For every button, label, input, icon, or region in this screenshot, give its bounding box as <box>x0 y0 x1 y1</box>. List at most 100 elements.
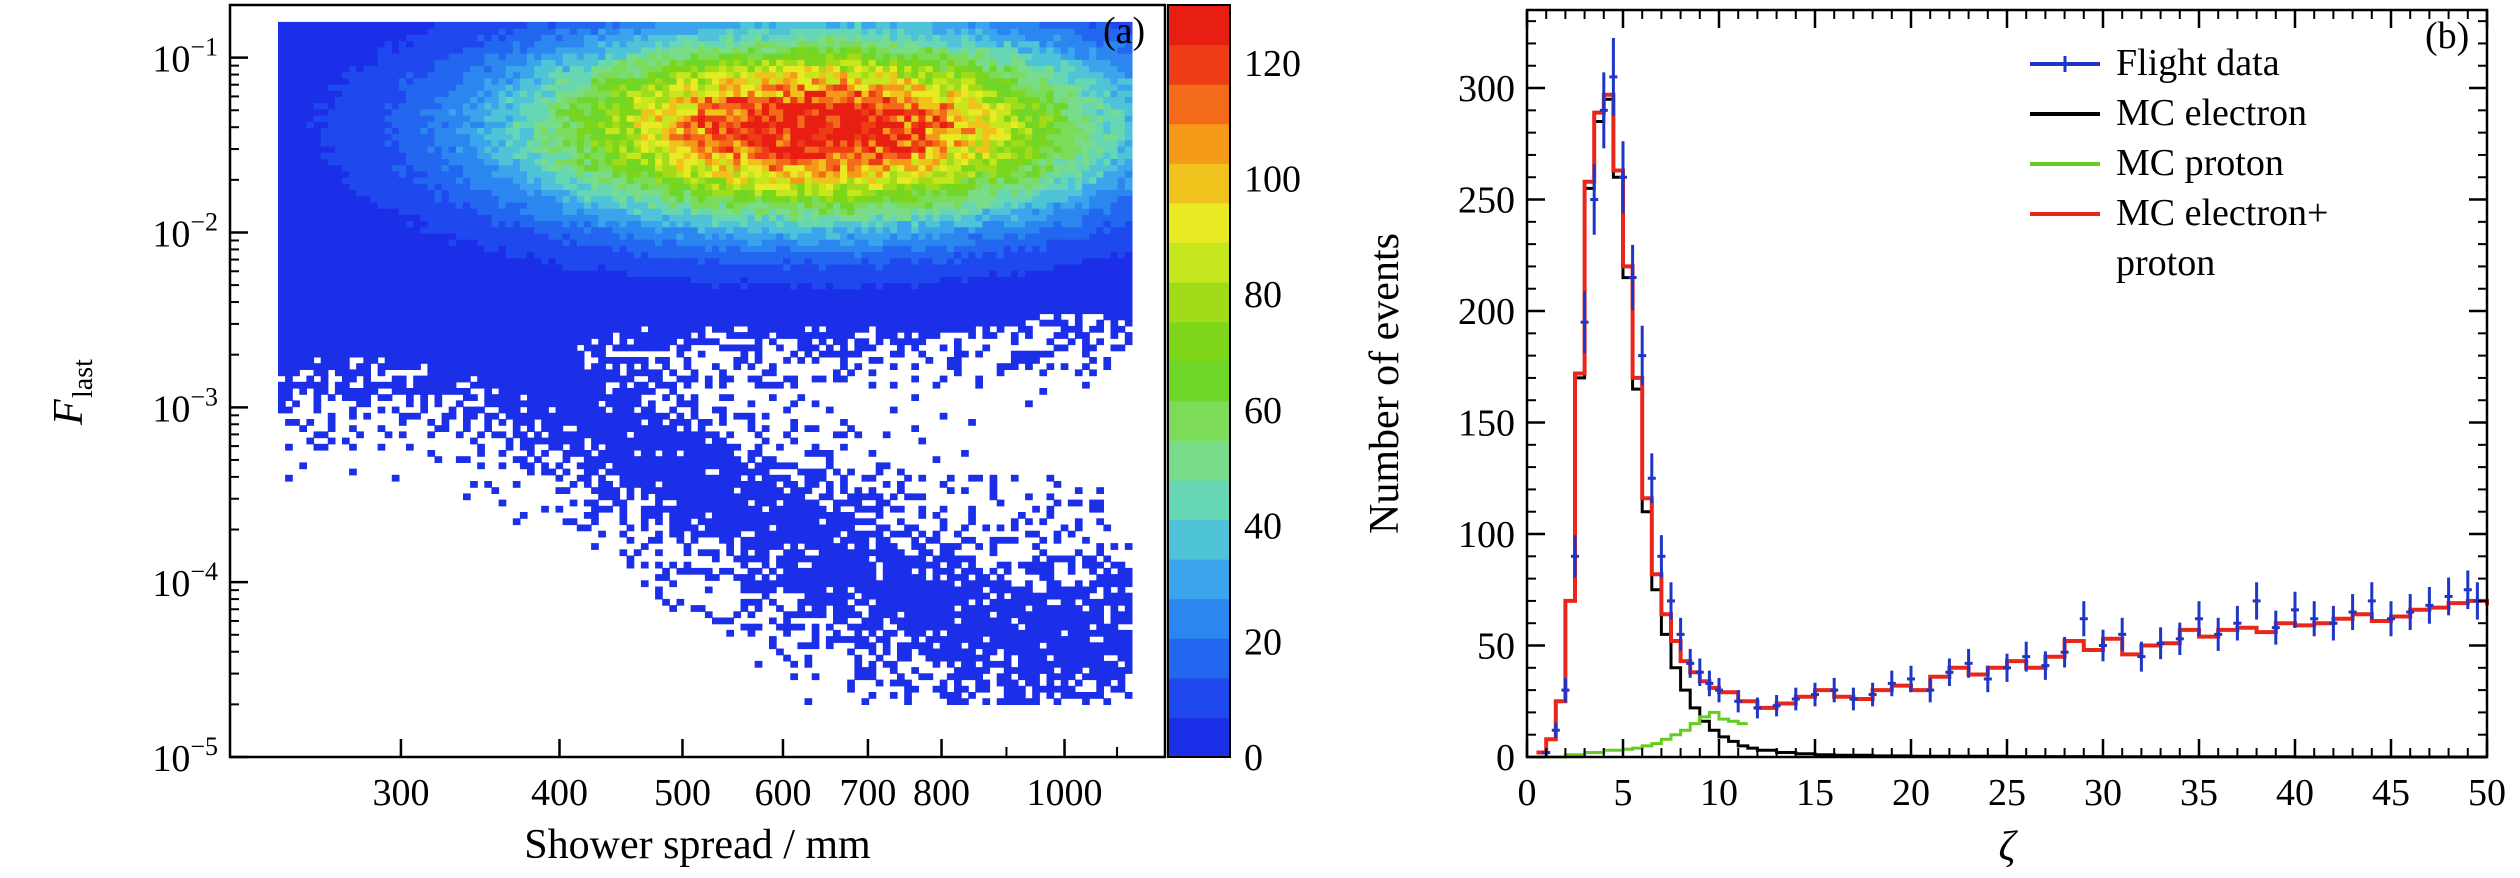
heatmap-cell <box>342 301 350 308</box>
heatmap-cell <box>769 65 777 73</box>
heatmap-cell <box>640 288 649 296</box>
heatmap-cell <box>776 443 784 451</box>
heatmap-cell <box>470 437 478 445</box>
heatmap-cell <box>719 487 727 494</box>
heatmap-cell <box>441 350 450 358</box>
heatmap-cell <box>719 115 727 122</box>
heatmap-cell <box>292 170 300 178</box>
heatmap-cell <box>747 183 756 190</box>
heatmap-cell <box>512 108 521 116</box>
heatmap-cell <box>740 251 749 259</box>
heatmap-cell <box>278 77 286 85</box>
heatmap-cell <box>683 139 692 147</box>
heatmap-cell <box>776 189 784 197</box>
heatmap-cell <box>555 232 564 240</box>
heatmap-cell <box>398 158 407 166</box>
heatmap-cell <box>349 139 357 147</box>
heatmap-cell <box>719 319 727 327</box>
heatmap-cell <box>299 195 307 203</box>
heatmap-cell <box>512 350 521 358</box>
heatmap-cell <box>569 344 578 352</box>
heatmap-cell <box>377 406 386 414</box>
heatmap-cell <box>427 214 436 222</box>
heatmap-cell <box>612 71 621 79</box>
heatmap-cell <box>320 232 329 240</box>
heatmap-cell <box>463 40 471 48</box>
heatmap-cell <box>427 21 436 29</box>
heatmap-cell <box>612 121 621 128</box>
heatmap-cell <box>633 34 642 42</box>
heatmap-cell <box>697 96 706 104</box>
heatmap-cell <box>306 152 315 159</box>
heatmap-cell <box>761 294 770 302</box>
heatmap-cell <box>562 232 571 240</box>
heatmap-cell <box>626 102 635 110</box>
heatmap-cell <box>591 40 599 48</box>
heatmap-cell <box>562 220 571 228</box>
heatmap-cell <box>420 183 428 190</box>
heatmap-cell <box>420 189 428 197</box>
heatmap-cell <box>527 443 535 451</box>
heatmap-cell <box>555 288 564 296</box>
heatmap-cell <box>697 127 706 135</box>
heatmap-cell <box>619 375 628 383</box>
heatmap-cell <box>491 46 500 54</box>
heatmap-cell <box>562 388 571 395</box>
heatmap-cell <box>349 239 357 246</box>
heatmap-cell <box>541 282 549 290</box>
heatmap-cell <box>726 59 734 66</box>
heatmap-cell <box>455 108 464 116</box>
heatmap-cell <box>719 294 727 302</box>
heatmap-cell <box>697 567 706 575</box>
heatmap-cell <box>519 257 528 265</box>
heatmap-cell <box>605 456 613 463</box>
heatmap-cell <box>697 350 706 358</box>
heatmap-cell <box>455 431 464 439</box>
heatmap-cell <box>605 115 613 122</box>
heatmap-cell <box>448 77 457 85</box>
heatmap-cell <box>320 127 329 135</box>
heatmap-cell <box>491 350 500 358</box>
heatmap-cell <box>519 270 528 277</box>
heatmap-cell <box>640 251 649 259</box>
heatmap-cell <box>683 332 692 339</box>
heatmap-cell <box>299 462 307 470</box>
heatmap-cell <box>783 505 791 513</box>
heatmap-cell <box>619 96 628 104</box>
heatmap-cell <box>754 96 763 104</box>
heatmap-cell <box>391 65 400 73</box>
heatmap-cell <box>313 400 322 408</box>
heatmap-cell <box>278 325 286 333</box>
heatmap-cell <box>747 139 756 147</box>
heatmap-cell <box>761 580 770 588</box>
heatmap-cell <box>285 394 293 401</box>
heatmap-cell <box>363 53 371 60</box>
heatmap-cell <box>548 437 557 445</box>
heatmap-cell <box>541 40 549 48</box>
heatmap-cell <box>356 232 364 240</box>
heatmap-cell <box>448 344 457 352</box>
heatmap-cell <box>783 40 791 48</box>
heatmap-cell <box>327 183 336 190</box>
heatmap-cell <box>406 350 414 358</box>
heatmap-cell <box>448 108 457 116</box>
heatmap-cell <box>704 214 713 222</box>
heatmap-cell <box>534 381 542 389</box>
heatmap-cell <box>420 332 428 339</box>
heatmap-cell <box>413 276 421 284</box>
heatmap-cell <box>583 239 592 246</box>
heatmap-cell <box>342 146 350 153</box>
heatmap-cell <box>612 170 621 178</box>
heatmap-cell <box>761 325 770 333</box>
heatmap-cell <box>519 375 528 383</box>
heatmap-cell <box>569 170 578 178</box>
heatmap-cell <box>740 288 749 296</box>
heatmap-cell <box>455 301 464 308</box>
heatmap-cell <box>669 307 677 315</box>
heatmap-cell <box>655 294 663 302</box>
heatmap-cell <box>761 499 770 507</box>
heatmap-cell <box>349 34 357 42</box>
heatmap-cell <box>790 301 798 308</box>
heatmap-cell <box>306 251 315 259</box>
heatmap-cell <box>434 28 443 35</box>
